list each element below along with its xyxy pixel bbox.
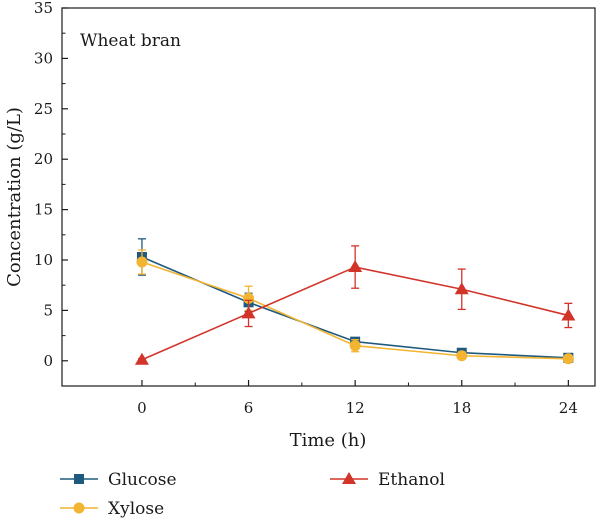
y-tick-label: 0 bbox=[43, 352, 53, 370]
x-tick-label: 24 bbox=[559, 399, 578, 417]
series-ethanol bbox=[134, 245, 576, 365]
series-layer bbox=[134, 238, 576, 365]
legend-marker-ethanol bbox=[342, 472, 356, 484]
y-tick-label: 30 bbox=[34, 49, 53, 67]
x-axis-title: Time (h) bbox=[290, 430, 367, 451]
ethanol-point bbox=[134, 352, 149, 365]
ethanol-point bbox=[348, 260, 363, 273]
plot-annotation: Wheat bran bbox=[80, 31, 181, 51]
legend-label-xylose: Xylose bbox=[108, 499, 164, 519]
xylose-point bbox=[562, 353, 574, 365]
series-xylose bbox=[136, 249, 574, 365]
legend-marker-xylose bbox=[73, 502, 85, 514]
legend: Glucose Xylose Ethanol bbox=[60, 470, 445, 519]
ethanol-point bbox=[561, 308, 576, 321]
ethanol-point bbox=[454, 282, 469, 295]
ethanol-point bbox=[241, 306, 256, 319]
legend-item-xylose: Xylose bbox=[60, 499, 164, 519]
plot-area bbox=[61, 7, 596, 387]
plot-frame bbox=[61, 7, 596, 387]
xylose-point bbox=[243, 292, 255, 304]
legend-marker-glucose bbox=[74, 474, 84, 484]
y-tick-label: 20 bbox=[34, 150, 53, 168]
x-tick-label: 0 bbox=[137, 399, 147, 417]
xylose-point bbox=[349, 340, 361, 352]
y-tick-label: 25 bbox=[34, 100, 53, 118]
y-tick-label: 15 bbox=[34, 201, 53, 219]
legend-item-ethanol: Ethanol bbox=[330, 470, 445, 490]
legend-label-glucose: Glucose bbox=[108, 470, 177, 490]
y-tick-label: 5 bbox=[43, 301, 53, 319]
legend-label-ethanol: Ethanol bbox=[378, 470, 445, 490]
y-tick-label: 10 bbox=[34, 251, 53, 269]
x-tick-label: 6 bbox=[244, 399, 254, 417]
legend-item-glucose: Glucose bbox=[60, 470, 177, 490]
xylose-point bbox=[136, 256, 148, 268]
xylose-point bbox=[456, 350, 468, 362]
y-tick-label: 35 bbox=[34, 0, 53, 17]
x-tick-label: 12 bbox=[346, 399, 365, 417]
x-tick-label: 18 bbox=[452, 399, 471, 417]
x-axis: 0 6 12 18 24 bbox=[137, 380, 578, 417]
y-axis: 0 5 10 15 20 25 30 35 bbox=[34, 0, 68, 370]
y-axis-title: Concentration (g/L) bbox=[4, 107, 25, 287]
